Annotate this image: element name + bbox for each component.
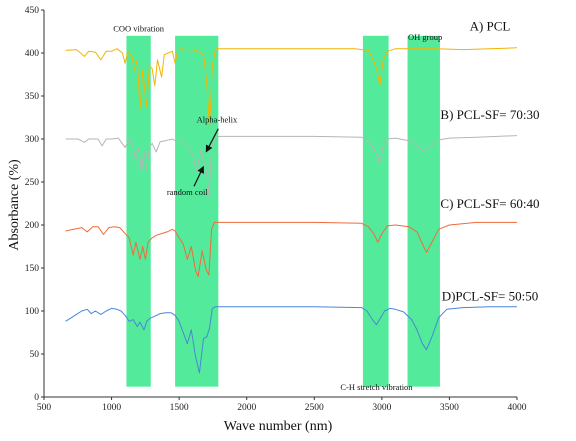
y-tick-label-100: 100 (25, 307, 40, 317)
y-tick-label-350: 350 (25, 92, 40, 102)
annotation-3: Alpha-helix (197, 115, 238, 125)
highlight-band-2 (175, 35, 219, 387)
annotation-1: COO vibration (113, 24, 165, 34)
y-tick-label-50: 50 (30, 350, 40, 360)
series-line-2 (65, 135, 518, 198)
annotation-arrow-2 (193, 165, 205, 187)
x-tick-label-500: 500 (37, 403, 52, 413)
x-tick-label-1500: 1500 (170, 403, 189, 413)
annotation-arrow-1 (205, 128, 219, 153)
annotation-4: random coil (167, 187, 208, 197)
highlight-bands (126, 35, 440, 387)
y-axis-title: Absorbance (%) (7, 159, 22, 251)
y-tick-label-150: 150 (25, 264, 40, 274)
axes (43, 10, 517, 398)
x-tick-label-1000: 1000 (102, 403, 121, 413)
y-tick-label-250: 250 (25, 178, 40, 188)
highlight-band-1 (126, 35, 151, 387)
series-lines (65, 47, 518, 374)
x-tick-label-2000: 2000 (237, 403, 256, 413)
series-label-2: B) PCL-SF= 70:30 (440, 107, 539, 122)
x-tick-label-2500: 2500 (305, 403, 324, 413)
series-line-4 (65, 306, 517, 374)
annotation-2: OH group (408, 32, 442, 42)
y-tick-label-200: 200 (25, 221, 40, 231)
annotations: COO vibration OH group Alpha-helix random c… (113, 24, 442, 393)
series-labels: A) PCL B) PCL-SF= 70:30 C) PCL-SF= 60:40 D)… (440, 19, 539, 304)
x-tick-label-3000: 3000 (372, 403, 391, 413)
annotation-5: C-H stretch vibration (340, 382, 413, 392)
highlight-band-3 (362, 35, 389, 387)
y-tick-label-300: 300 (25, 135, 40, 145)
series-label-4: D)PCL-SF= 50:50 (442, 289, 539, 304)
series-label-1: A) PCL (470, 19, 511, 34)
series-line-3 (65, 221, 517, 278)
x-tick-label-3500: 3500 (440, 403, 459, 413)
series-line-1 (65, 47, 518, 129)
x-axis-title: Wave number (nm) (224, 419, 333, 434)
highlight-band-4 (407, 35, 440, 387)
y-tick-label-400: 400 (25, 49, 40, 59)
x-tick-label-4000: 4000 (508, 403, 527, 413)
series-label-3: C) PCL-SF= 60:40 (440, 196, 539, 211)
y-tick-label-0: 0 (34, 393, 39, 403)
tick-labels: 500 1000 1500 2000 2500 3000 3500 4000 0 50 100 150… (25, 6, 527, 413)
y-tick-label-450: 450 (25, 6, 40, 16)
